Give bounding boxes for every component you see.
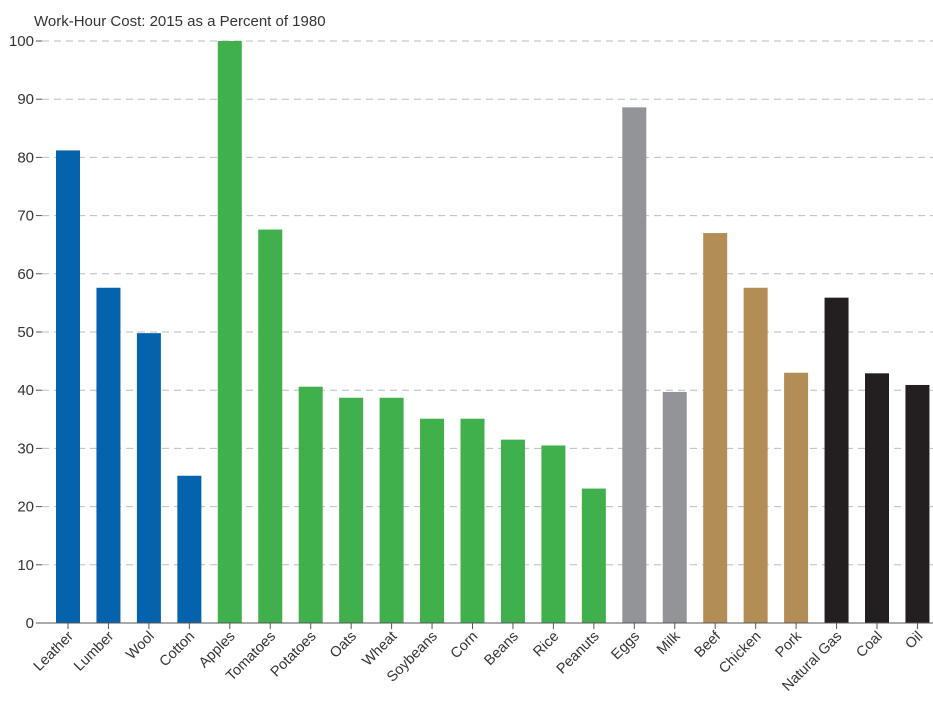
bar-peanuts [581, 488, 606, 623]
bar-natural-gas [824, 297, 849, 623]
bar-beans [500, 439, 525, 623]
bar-apples [217, 41, 242, 623]
gridlines [42, 40, 933, 566]
bar-rice [541, 445, 566, 623]
x-tick-label-wool: Wool [123, 629, 157, 663]
bar-potatoes [298, 386, 323, 623]
y-tick-label-70: 70 [17, 208, 34, 225]
x-tick-label-oil: Oil [902, 629, 926, 653]
x-axis-tick-marks [67, 623, 918, 629]
x-tick-label-cotton: Cotton [157, 629, 199, 671]
x-tick-label-chicken: Chicken [716, 629, 764, 677]
y-tick-label-50: 50 [17, 324, 34, 341]
y-tick-label-60: 60 [17, 266, 34, 283]
x-tick-label-rice: Rice [530, 629, 562, 661]
x-tick-label-milk: Milk [654, 628, 684, 658]
x-tick-label-beef: Beef [692, 628, 725, 661]
bar-coal [865, 373, 889, 623]
bar-leather [56, 150, 80, 623]
x-tick-label-peanuts: Peanuts [554, 629, 603, 678]
x-tick-label-beans: Beans [481, 629, 521, 669]
bar-wheat [379, 397, 404, 623]
y-tick-label-10: 10 [17, 557, 34, 574]
x-tick-label-eggs: Eggs [608, 629, 643, 664]
x-tick-label-pork: Pork [773, 628, 806, 661]
bar-oil [905, 384, 930, 623]
y-axis-tick-labels: 0 10 20 30 40 50 60 70 80 90 100 [9, 33, 42, 632]
bar-eggs [622, 107, 647, 623]
bar-milk [662, 391, 687, 623]
chart-title: Work-Hour Cost: 2015 as a Percent of 198… [34, 13, 326, 30]
y-tick-label-0: 0 [26, 615, 34, 632]
y-tick-label-40: 40 [17, 382, 34, 399]
bars [56, 41, 930, 623]
x-tick-label-leather: Leather [31, 628, 77, 674]
x-tick-label-oats: Oats [327, 629, 360, 662]
x-tick-label-lumber: Lumber [71, 628, 117, 674]
bar-wool [136, 333, 161, 623]
y-tick-label-80: 80 [17, 149, 34, 166]
x-tick-label-coal: Coal [853, 629, 885, 661]
bar-corn [460, 418, 485, 623]
bar-beef [703, 233, 728, 623]
bar-lumber [96, 287, 121, 623]
bar-tomatoes [258, 229, 283, 623]
y-tick-label-30: 30 [17, 440, 34, 457]
bar-cotton [177, 475, 202, 623]
x-tick-label-corn: Corn [448, 629, 482, 663]
bar-pork [784, 372, 809, 623]
bar-chicken [743, 287, 768, 623]
y-tick-label-100: 100 [9, 33, 34, 50]
y-tick-label-20: 20 [17, 499, 34, 516]
bar-soybeans [420, 418, 445, 623]
bar-oats [339, 397, 364, 623]
y-tick-label-90: 90 [17, 91, 34, 108]
